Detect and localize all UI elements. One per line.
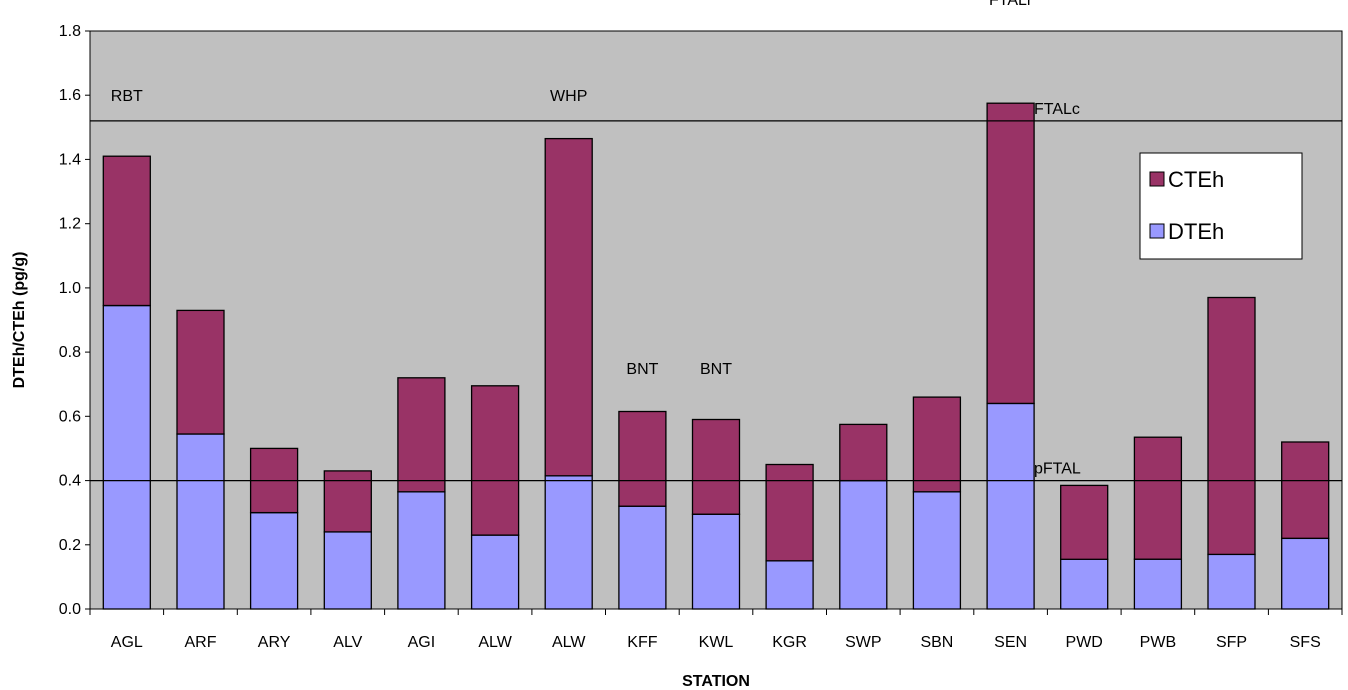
legend: CTEh DTEh [1139, 152, 1303, 260]
bar-cteh-kwl-8 [691, 418, 741, 515]
x-tick-label-12: SEN [994, 634, 1027, 651]
bar-cteh-agl-0 [102, 155, 151, 307]
legend-box [1139, 152, 1303, 260]
x-tick-label-8: KWL [699, 634, 734, 651]
x-tick-label-4: AGI [408, 634, 436, 651]
bar-dteh-sfs-16 [1281, 537, 1330, 610]
x-tick-label-3: ALV [333, 634, 362, 651]
x-tick-label-10: SWP [845, 634, 881, 651]
bar-dteh-alw-5 [470, 534, 520, 610]
y-axis: 0.0 0.2 0.4 0.6 0.8 1.0 1.2 1.4 1.6 1.8 [59, 23, 90, 618]
y-tick-label-3: 0.6 [59, 408, 81, 425]
x-axis-title: STATION [682, 673, 750, 690]
x-tick-label-9: KGR [772, 634, 807, 651]
y-tick-label-7: 1.4 [59, 151, 81, 168]
y-tick-label-2: 0.4 [59, 473, 81, 490]
x-tick-label-14: PWB [1140, 634, 1176, 651]
bar-dteh-kff-7 [618, 505, 667, 610]
annotations-layer: RBT WHP BNT BNT FTALr [111, 0, 1033, 378]
x-tick-label-5: ALW [478, 634, 512, 651]
y-tick-label-0: 0.0 [59, 601, 81, 618]
bar-cteh-sfs-16 [1281, 441, 1330, 539]
bar-dteh-alv-3 [323, 531, 372, 610]
bar-cteh-alw-5 [470, 385, 520, 536]
y-tick-label-6: 1.2 [59, 216, 81, 233]
y-tick-label-4: 0.8 [59, 344, 81, 361]
annotation-whp-1: WHP [550, 88, 587, 105]
annotation-bnt-2: BNT [626, 361, 658, 378]
bar-cteh-sfp-15 [1207, 296, 1256, 556]
annotation-bnt-3: BNT [700, 361, 732, 378]
bar-cteh-kff-7 [618, 410, 667, 507]
reference-line-label-ftalc: FTALc [1034, 101, 1080, 118]
bar-dteh-ary-2 [249, 512, 299, 610]
y-axis-title: DTEh/CTEh (pg/g) [11, 252, 28, 389]
x-tick-label-6: ALW [552, 634, 586, 651]
bars-layer [102, 102, 1330, 610]
bar-dteh-sbn-11 [912, 491, 962, 610]
y-tick-label-5: 1.0 [59, 280, 81, 297]
bar-cteh-swp-10 [839, 423, 888, 482]
bar-cteh-alw-6 [544, 137, 593, 477]
reference-line-label-pftal: pFTAL [1034, 461, 1081, 478]
x-tick-label-7: KFF [627, 634, 657, 651]
bar-cteh-kgr-9 [765, 463, 814, 562]
bar-dteh-sfp-15 [1207, 553, 1256, 610]
legend-label-ctEh: CTEh [1168, 167, 1224, 192]
bar-dteh-pwb-14 [1133, 558, 1183, 610]
legend-swatch-dtEh [1149, 223, 1165, 239]
bar-dteh-swp-10 [839, 479, 888, 610]
x-tick-label-0: AGL [111, 634, 143, 651]
x-tick-label-15: SFP [1216, 634, 1247, 651]
bar-cteh-pwd-13 [1060, 484, 1109, 560]
y-tick-label-1: 0.2 [59, 537, 81, 554]
x-tick-label-2: ARY [258, 634, 291, 651]
x-tick-label-16: SFS [1290, 634, 1321, 651]
x-tick-label-13: PWD [1066, 634, 1103, 651]
bar-dteh-kwl-8 [691, 513, 741, 610]
y-tick-label-8: 1.6 [59, 87, 81, 104]
bar-dteh-alw-6 [544, 475, 593, 610]
legend-label-dtEh: DTEh [1168, 219, 1224, 244]
bar-cteh-arf-1 [176, 309, 225, 435]
bar-cteh-sen-12 [986, 102, 1035, 405]
x-tick-label-11: SBN [920, 634, 953, 651]
x-tick-label-1: ARF [185, 634, 217, 651]
bar-cteh-agi-4 [397, 377, 446, 493]
bar-cteh-pwb-14 [1133, 436, 1183, 560]
bar-dteh-kgr-9 [765, 560, 814, 610]
annotation-ftalr-4: FTALr [989, 0, 1033, 9]
bar-dteh-pwd-13 [1060, 558, 1109, 610]
legend-swatch-ctEh [1149, 171, 1165, 187]
bar-dteh-arf-1 [176, 433, 225, 610]
bar-dteh-sen-12 [986, 402, 1035, 610]
bar-dteh-agi-4 [397, 491, 446, 610]
annotation-rbt-0: RBT [111, 88, 143, 105]
reference-lines-layer: FTALc pFTAL [90, 101, 1342, 482]
bar-cteh-sbn-11 [912, 396, 962, 493]
x-axis: AGL ARF ARY ALV AGI ALW ALW KFF KWL KGR SWP SBN SEN P… [89, 609, 1343, 651]
y-tick-label-9: 1.8 [59, 23, 81, 40]
bar-dteh-agl-0 [102, 304, 151, 610]
